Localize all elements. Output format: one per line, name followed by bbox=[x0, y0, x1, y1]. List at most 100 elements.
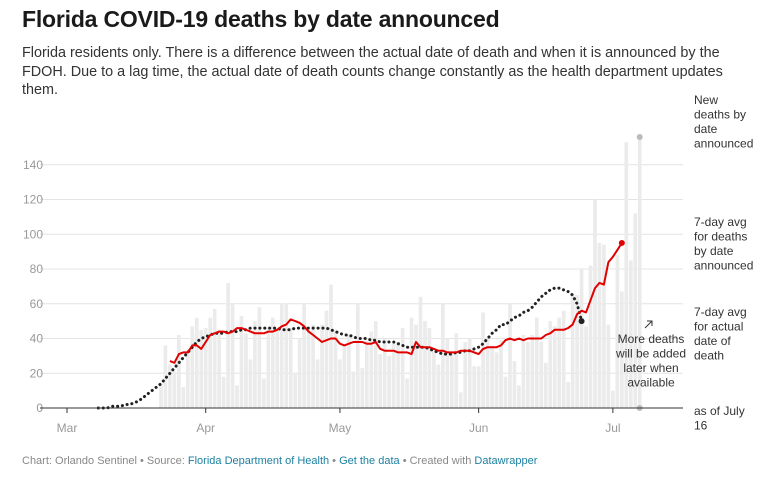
daily-death-bar bbox=[217, 329, 221, 408]
annotation-as-of: as of July 16 bbox=[694, 404, 745, 433]
datawrapper-link[interactable]: Datawrapper bbox=[474, 455, 538, 467]
chart-title: Florida COVID-19 deaths by date announce… bbox=[22, 6, 500, 32]
chart-credit: Chart: Orlando Sentinel bbox=[22, 455, 137, 467]
daily-death-bar bbox=[445, 338, 450, 408]
daily-death-bar bbox=[575, 295, 579, 408]
daily-death-bar bbox=[239, 315, 244, 408]
x-tick-label: May bbox=[329, 421, 352, 435]
daily-death-bar bbox=[208, 317, 213, 408]
daily-death-bar bbox=[266, 328, 271, 408]
daily-death-bar bbox=[382, 338, 387, 408]
daily-death-bar bbox=[279, 303, 284, 408]
daily-death-bar bbox=[481, 312, 485, 408]
daily-death-bar bbox=[463, 341, 468, 408]
daily-death-bar bbox=[262, 378, 266, 408]
daily-death-bar bbox=[396, 341, 400, 408]
daily-death-bar bbox=[391, 343, 396, 408]
avg-announced-line bbox=[169, 242, 623, 364]
daily-death-bar bbox=[633, 213, 638, 408]
daily-death-bar bbox=[226, 282, 230, 408]
daily-death-bar bbox=[539, 341, 544, 408]
daily-death-bar bbox=[606, 324, 611, 408]
daily-death-bar bbox=[476, 366, 481, 408]
x-tick-label: Jul bbox=[605, 421, 620, 435]
daily-death-bar bbox=[306, 329, 311, 408]
daily-death-bar bbox=[432, 350, 436, 408]
daily-death-bars bbox=[159, 136, 642, 408]
daily-death-bar bbox=[409, 317, 414, 408]
daily-death-bar bbox=[467, 338, 472, 408]
daily-death-bar bbox=[548, 321, 553, 408]
daily-death-bar bbox=[584, 326, 588, 408]
daily-death-bar bbox=[517, 385, 521, 408]
daily-death-bar bbox=[324, 310, 329, 408]
daily-death-bar bbox=[418, 296, 423, 408]
daily-death-bar bbox=[615, 255, 620, 408]
daily-death-bar bbox=[454, 333, 459, 408]
daily-death-bar bbox=[338, 359, 342, 408]
daily-death-bar bbox=[508, 303, 512, 408]
avg-actual-line bbox=[96, 286, 584, 410]
daily-death-bar bbox=[329, 284, 333, 408]
daily-death-bar bbox=[181, 387, 186, 408]
daily-death-bar bbox=[364, 340, 369, 408]
daily-death-bar bbox=[177, 335, 181, 408]
daily-death-bar bbox=[378, 354, 383, 408]
y-tick-label: 80 bbox=[30, 262, 44, 276]
daily-death-bar bbox=[235, 385, 239, 408]
new-deaths-end-dot bbox=[636, 133, 643, 140]
footer-separator: • Created with bbox=[399, 455, 475, 467]
daily-death-bar bbox=[315, 359, 320, 408]
y-tick-label: 100 bbox=[23, 227, 43, 241]
daily-death-bar bbox=[293, 373, 298, 408]
daily-death-bar bbox=[593, 199, 597, 408]
footer-separator: • Source: bbox=[136, 455, 188, 467]
x-tick-label: Apr bbox=[196, 421, 215, 435]
x-tick-label: Mar bbox=[57, 421, 78, 435]
daily-death-bar bbox=[512, 361, 517, 408]
annotation-avg-actual: 7-day avg for actual date of death bbox=[694, 305, 747, 363]
annotation-avg-announced: 7-day avg for deaths by date announced bbox=[694, 215, 753, 273]
average-lines bbox=[96, 133, 643, 411]
y-tick-label: 20 bbox=[30, 366, 44, 380]
daily-death-bar bbox=[203, 328, 208, 408]
daily-death-bar bbox=[248, 359, 253, 408]
daily-death-bar bbox=[194, 317, 199, 408]
daily-death-bar bbox=[333, 329, 338, 408]
daily-death-bar bbox=[503, 376, 508, 408]
daily-death-bar bbox=[436, 364, 441, 408]
daily-death-bar bbox=[526, 341, 530, 408]
annotations: New deaths by date announced 7-day avg for de… bbox=[615, 93, 753, 433]
daily-death-bar bbox=[485, 338, 490, 408]
daily-death-bar bbox=[557, 317, 562, 408]
daily-death-bar bbox=[494, 352, 499, 408]
get-the-data-link[interactable]: Get the data bbox=[339, 455, 400, 467]
y-tick-label: 0 bbox=[36, 401, 43, 415]
daily-death-bar bbox=[543, 362, 548, 408]
y-tick-label: 120 bbox=[23, 193, 43, 207]
daily-death-bar bbox=[257, 307, 262, 408]
axes: 0 20 40 60 80 100 120 140 Mar Apr May Jun Jul bbox=[23, 158, 683, 435]
annotation-arrow bbox=[644, 320, 653, 329]
daily-death-bar bbox=[342, 343, 347, 408]
daily-death-bar bbox=[172, 371, 177, 408]
daily-death-bar bbox=[221, 376, 226, 408]
daily-death-bar bbox=[552, 326, 557, 408]
daily-death-bar bbox=[347, 335, 351, 408]
daily-death-bar bbox=[414, 324, 418, 408]
daily-death-bar bbox=[597, 242, 602, 408]
avg-actual-end-dot bbox=[578, 318, 585, 325]
daily-death-bar bbox=[230, 303, 235, 408]
daily-death-bar bbox=[499, 340, 503, 408]
daily-death-bar bbox=[588, 265, 593, 408]
daily-death-bar bbox=[441, 303, 445, 408]
daily-death-bar bbox=[185, 352, 190, 408]
chart-footer: Chart: Orlando Sentinel • Source: Florid… bbox=[22, 455, 537, 467]
daily-death-bar bbox=[159, 383, 163, 408]
daily-death-bar bbox=[253, 321, 257, 408]
daily-death-bar bbox=[190, 326, 195, 408]
daily-death-bar bbox=[369, 331, 374, 408]
source-link[interactable]: Florida Department of Health bbox=[187, 455, 330, 467]
daily-death-bar bbox=[619, 291, 624, 408]
